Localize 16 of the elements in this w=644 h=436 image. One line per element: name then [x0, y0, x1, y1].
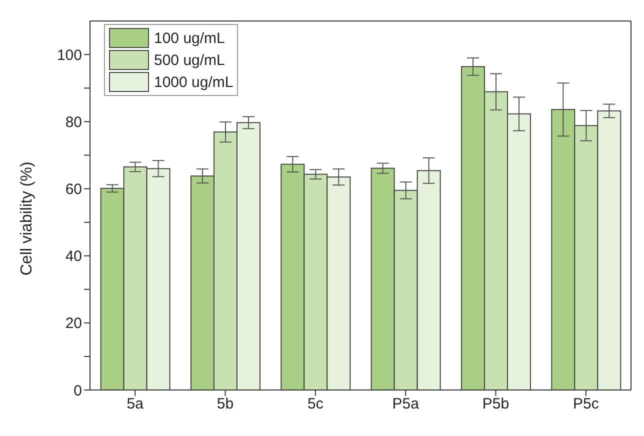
y-tick-label: 100: [56, 46, 82, 64]
y-tick-label: 40: [65, 248, 82, 266]
legend-label: 500 ug/mL: [154, 52, 225, 68]
legend-label: 100 ug/mL: [154, 30, 225, 46]
legend-label: 1000 ug/mL: [154, 74, 234, 90]
y-tick-label: 20: [65, 315, 82, 332]
x-tick-label: 5c: [307, 396, 324, 413]
y-tick-label: 80: [65, 114, 82, 131]
x-tick-label: 5a: [126, 396, 144, 413]
x-tick-label: P5a: [392, 396, 420, 413]
x-tick-label: P5b: [482, 396, 510, 413]
y-axis-title: Cell viability (%): [18, 162, 36, 276]
x-tick-label: P5c: [572, 396, 600, 413]
y-tick-label: 60: [65, 181, 82, 198]
x-tick-label: 5b: [216, 396, 234, 413]
y-tick-label: 0: [74, 382, 82, 400]
